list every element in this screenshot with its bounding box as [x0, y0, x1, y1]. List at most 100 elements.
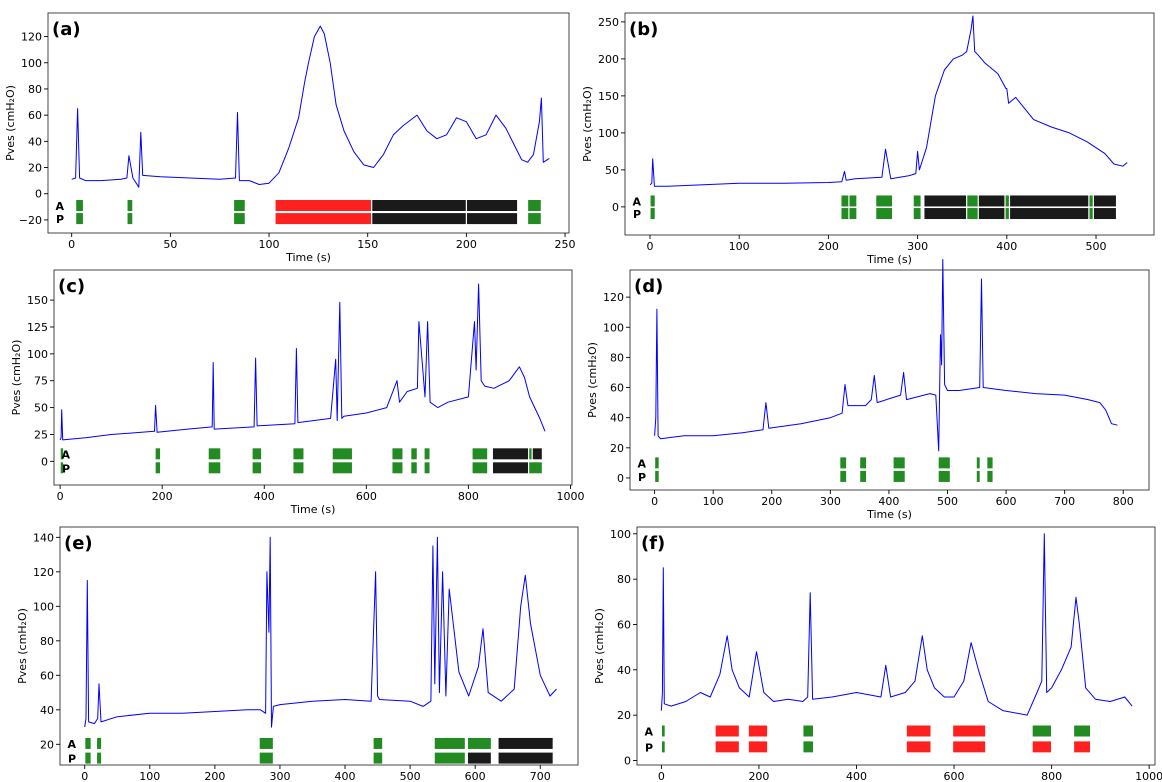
- x-tick-label: 300: [820, 495, 841, 508]
- y-tick-label: 150: [27, 294, 48, 307]
- activity-bar-A: [1089, 195, 1093, 207]
- y-tick-label: −20: [19, 214, 42, 227]
- x-tick-label: 600: [944, 770, 965, 782]
- activity-bar-P: [840, 470, 847, 482]
- activity-bar-A: [529, 448, 532, 460]
- x-tick-label: 300: [907, 240, 928, 253]
- activity-bar-A: [987, 457, 993, 469]
- activity-bar-P: [1005, 208, 1009, 220]
- activity-bar-A: [967, 195, 978, 207]
- activity-bar-A: [528, 200, 541, 211]
- activity-bar-P: [85, 752, 91, 764]
- activity-bar-A: [259, 737, 273, 749]
- activity-bar-A: [849, 195, 857, 207]
- activity-bar-A: [392, 448, 403, 460]
- y-tick-label: 0: [617, 472, 624, 485]
- axes-frame: [636, 526, 1156, 766]
- activity-bar-A: [467, 737, 491, 749]
- activity-bar-P: [293, 462, 304, 474]
- y-tick-label: 25: [34, 428, 48, 441]
- activity-bar-A: [372, 200, 466, 211]
- activity-bar-P: [252, 462, 262, 474]
- subplot-b: AP 0 100 200 300 400 500 0 50 100 150 200 250 Time (s…: [581, 12, 1155, 266]
- activity-bar-P: [748, 741, 768, 753]
- activity-bar-A: [953, 725, 986, 737]
- activity-bar-P: [392, 462, 403, 474]
- pressure-trace: [71, 25, 550, 188]
- activity-bar-A: [748, 725, 768, 737]
- activity-bar-A: [373, 737, 383, 749]
- subplot-c: AP 0 200 400 600 800 1000 0 25 50 75 100 125 150 Time …: [10, 269, 584, 516]
- x-tick-label: 800: [458, 490, 479, 503]
- x-tick-label: 800: [1041, 770, 1062, 782]
- x-tick-label: 250: [555, 238, 576, 251]
- activity-bar-A: [472, 448, 488, 460]
- activity-bar-P: [529, 462, 542, 474]
- y-tick-label: 50: [34, 402, 48, 415]
- y-tick-label: 80: [40, 635, 54, 648]
- subplot-a: AP0 50 100 150 200 250−20020406080100120Time …: [4, 12, 576, 264]
- activity-bar-P: [498, 752, 553, 764]
- y-tick-label: 40: [617, 664, 631, 677]
- activity-bar-A: [424, 448, 430, 460]
- activity-bar-P: [1089, 208, 1093, 220]
- x-tick-label: 200: [818, 240, 839, 253]
- y-tick-label: 40: [28, 135, 42, 148]
- y-axis-label: Pves (cmH₂O): [586, 342, 599, 418]
- x-tick-label: 0: [81, 770, 88, 782]
- activity-bar-A: [906, 725, 931, 737]
- activity-bar-P: [650, 208, 655, 220]
- y-axis-label: Pves (cmH₂O): [581, 86, 594, 162]
- y-tick-label: 80: [28, 83, 42, 96]
- activity-bar-P: [893, 470, 905, 482]
- activity-bar-P: [953, 741, 986, 753]
- pressure-trace: [59, 283, 546, 441]
- activity-bar-P: [987, 470, 993, 482]
- activity-bar-A: [924, 195, 967, 207]
- y-tick-label: 50: [605, 164, 619, 177]
- activity-bar-A: [97, 737, 102, 749]
- activity-bar-A: [127, 200, 133, 211]
- x-tick-label: 300: [269, 770, 290, 782]
- activity-bar-A: [893, 457, 905, 469]
- x-tick-label: 0: [57, 490, 64, 503]
- x-tick-label: 100: [139, 770, 160, 782]
- activity-bar-A: [661, 725, 665, 737]
- activity-bar-P: [127, 213, 133, 225]
- y-tick-label: 100: [33, 600, 54, 613]
- row-label: A: [644, 726, 653, 739]
- activity-bar-P: [76, 213, 83, 225]
- row-label: P: [633, 208, 641, 221]
- activity-bar-A: [840, 457, 847, 469]
- y-tick-label: 0: [624, 754, 631, 767]
- y-tick-label: 0: [612, 201, 619, 214]
- activity-bar-P: [466, 213, 518, 225]
- x-tick-label: 0: [658, 770, 665, 782]
- activity-bar-P: [528, 213, 541, 225]
- y-tick-label: 150: [598, 90, 619, 103]
- panel-label: (b): [629, 19, 658, 40]
- y-tick-label: 80: [610, 351, 624, 364]
- activity-bar-A: [913, 195, 921, 207]
- x-axis-label: Time (s): [866, 253, 912, 266]
- activity-bar-A: [434, 737, 465, 749]
- x-tick-label: 200: [748, 770, 769, 782]
- x-tick-label: 600: [996, 495, 1017, 508]
- y-tick-label: 20: [610, 442, 624, 455]
- row-label: P: [638, 471, 646, 484]
- activity-bar-P: [259, 752, 273, 764]
- x-tick-label: 400: [335, 770, 356, 782]
- panel-label: (e): [64, 533, 93, 554]
- x-tick-label: 100: [703, 495, 724, 508]
- activity-bar-P: [906, 741, 931, 753]
- x-tick-label: 600: [465, 770, 486, 782]
- activity-bar-A: [655, 457, 659, 469]
- activity-bar-P: [208, 462, 221, 474]
- activity-bar-P: [1093, 208, 1116, 220]
- y-tick-label: 60: [617, 618, 631, 631]
- x-tick-label: 100: [729, 240, 750, 253]
- activity-bar-P: [97, 752, 102, 764]
- x-tick-label: 0: [68, 238, 75, 251]
- subplot-e: AP0 100 200 300 400 500 600 700 20 40 60 80 100 120 14…: [16, 526, 579, 782]
